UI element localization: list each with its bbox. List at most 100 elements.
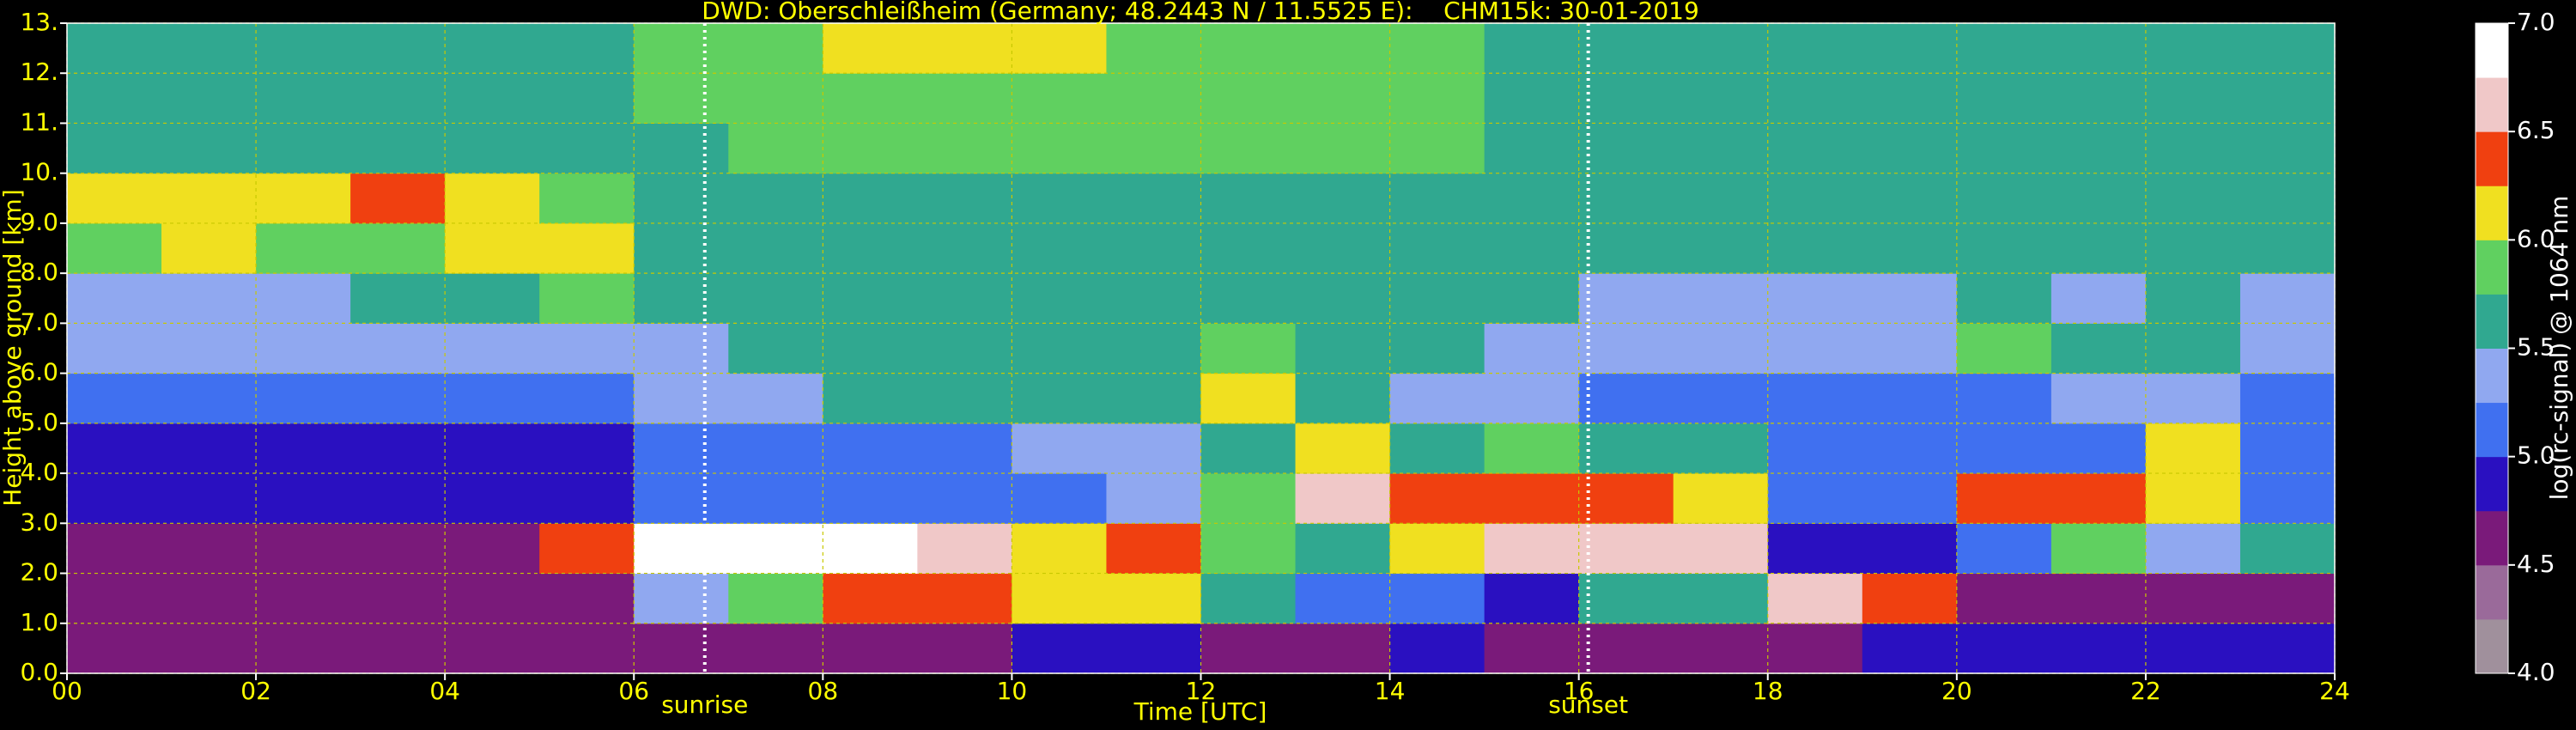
heatmap-cell (1389, 73, 1485, 124)
heatmap-cell (2050, 523, 2147, 575)
heatmap-cell (1106, 473, 1201, 524)
heatmap-cell (256, 123, 351, 174)
y-tick-label: 3.0 (20, 508, 58, 536)
heatmap-cell (350, 623, 446, 674)
heatmap-cell (634, 573, 729, 624)
heatmap-cell (1389, 323, 1485, 374)
heatmap-cell (2239, 73, 2336, 124)
heatmap-cell (634, 273, 729, 324)
heatmap-cell (2145, 173, 2241, 224)
heatmap-cell (1295, 173, 1391, 224)
heatmap-cell (445, 73, 540, 124)
y-tick-label: 8.0 (20, 258, 58, 286)
heatmap-cell (728, 323, 823, 374)
heatmap-cell (823, 573, 918, 624)
heatmap-cell (1578, 523, 1674, 575)
y-tick-label: 5.0 (20, 408, 58, 436)
plot-frame (66, 22, 2336, 674)
heatmap-cell (917, 373, 1012, 424)
y-tick-label: 4.0 (20, 458, 58, 486)
heatmap-cell (1012, 273, 1107, 324)
heatmap-cell (1106, 373, 1201, 424)
heatmap-cell (728, 173, 823, 224)
heatmap-cell (1200, 573, 1297, 624)
heatmap-cell (917, 423, 1012, 474)
heatmap-cell (1389, 173, 1485, 224)
heatmap-cell (350, 23, 446, 74)
heatmap-cell (161, 323, 257, 374)
y-tick-label: 0.0 (20, 658, 58, 686)
heatmap-cell (1862, 123, 1958, 174)
y-axis-label: Height above ground [km] (0, 189, 27, 507)
heatmap-cell (67, 273, 162, 324)
heatmap-cell (1767, 523, 1863, 575)
heatmap-cell (1956, 222, 2052, 274)
heatmap-cell (917, 323, 1012, 374)
heatmap-cell (917, 523, 1012, 575)
heatmap-cell (445, 523, 540, 575)
heatmap-cell (1862, 23, 1958, 74)
heatmap-cell (1389, 523, 1485, 575)
heatmap-cell (1862, 423, 1958, 474)
heatmap-cell (1484, 123, 1580, 174)
heatmap-cell (350, 173, 446, 224)
colorbar-tick-label: 5.0 (2517, 441, 2555, 470)
colorbar-segment (2476, 77, 2508, 132)
heatmap-cell (917, 222, 1012, 274)
heatmap-cell (1012, 523, 1107, 575)
y-tick-label: 12. (20, 58, 58, 86)
heatmap-cell (539, 623, 635, 674)
heatmap-cell (1484, 23, 1580, 74)
heatmap-cell (1484, 323, 1580, 374)
heatmap-cell (1200, 623, 1297, 674)
heatmap-cell (539, 173, 635, 224)
heatmap-cell (1012, 373, 1107, 424)
heatmap-cell (1578, 73, 1674, 124)
heatmap-cell (1578, 273, 1674, 324)
heatmap-cell (1484, 173, 1580, 224)
heatmap-cell (350, 273, 446, 324)
heatmap-cell (1956, 23, 2052, 74)
heatmap-cell (1389, 373, 1485, 424)
heatmap-cell (1578, 373, 1674, 424)
colorbar-tick-label: 7.0 (2517, 8, 2555, 36)
heatmap-cell (1956, 323, 2052, 374)
heatmap-cell (2050, 573, 2147, 624)
heatmap-cell (1200, 423, 1297, 474)
heatmap-cell (445, 123, 540, 174)
heatmap-cell (1862, 273, 1958, 324)
heatmap-cell (634, 423, 729, 474)
heatmap-cell (2239, 273, 2336, 324)
heatmap-cell (917, 23, 1012, 74)
heatmap-cell (823, 173, 918, 224)
heatmap-cell (1484, 523, 1580, 575)
heatmap-cell (728, 123, 823, 174)
heatmap-cell (1295, 473, 1391, 524)
colorbar-tick-label: 4.5 (2517, 550, 2555, 578)
heatmap-cell (1295, 273, 1391, 324)
heatmap-cell (1767, 473, 1863, 524)
heatmap-cell (350, 222, 446, 274)
heatmap-cell (1578, 623, 1674, 674)
heatmap-cell (539, 373, 635, 424)
heatmap-cell (1673, 423, 1769, 474)
colorbar-segment (2476, 23, 2508, 78)
heatmap-cell (1295, 523, 1391, 575)
heatmap-cell (2050, 373, 2147, 424)
heatmap-cell (539, 423, 635, 474)
heatmap-cell (1578, 222, 1674, 274)
heatmap-cell (161, 373, 257, 424)
heatmap-cell (1389, 23, 1485, 74)
heatmap-cell (1012, 423, 1107, 474)
heatmap-cell (1956, 273, 2052, 324)
heatmap-cell (823, 623, 918, 674)
heatmap-cell (634, 73, 729, 124)
heatmap-cell (445, 173, 540, 224)
heatmap-cell (1956, 523, 2052, 575)
heatmap-cell (1484, 423, 1580, 474)
heatmap-cell (917, 273, 1012, 324)
heatmap-cell (1862, 523, 1958, 575)
heatmap-cell (1767, 323, 1863, 374)
chart-title: DWD: Oberschleißheim (Germany; 48.2443 N… (702, 0, 1699, 25)
heatmap-cell (1673, 573, 1769, 624)
